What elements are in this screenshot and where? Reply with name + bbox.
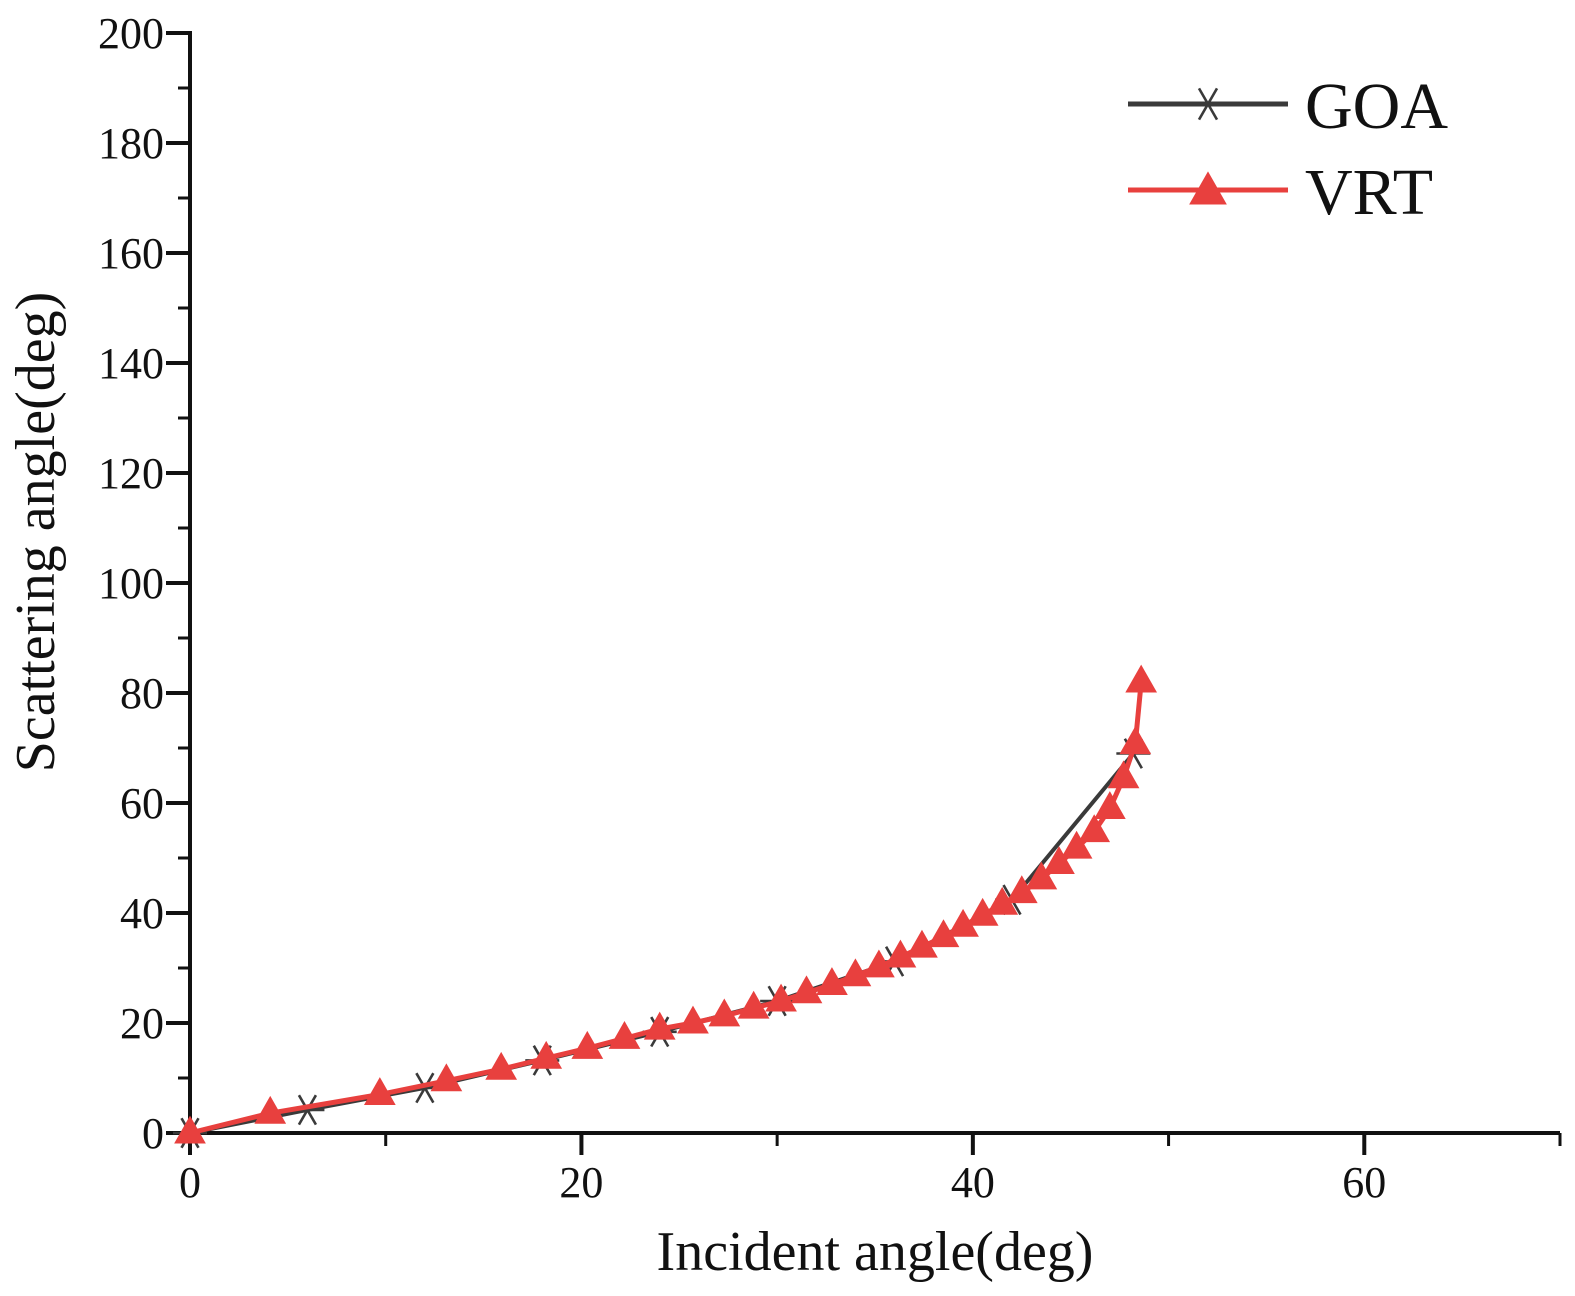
vrt-point — [737, 990, 770, 1019]
vrt-point — [1060, 830, 1093, 859]
asterisk-stroke — [1197, 87, 1219, 121]
y-tick-label: 140 — [98, 339, 164, 388]
y-tick-label: 20 — [120, 999, 164, 1048]
asterisk-stroke — [415, 1072, 435, 1104]
y-tick-label: 180 — [98, 119, 164, 168]
vrt-point — [839, 958, 872, 987]
vrt-point — [884, 939, 917, 968]
vrt-point — [174, 1115, 206, 1144]
asterisk-stroke — [297, 1094, 318, 1126]
vrt-point — [790, 975, 823, 1004]
vrt-point — [643, 1011, 676, 1040]
y-tick-label: 120 — [98, 449, 164, 498]
y-axis-title: Scattering angle(deg) — [5, 292, 67, 772]
legend-goa-label: GOA — [1305, 70, 1448, 143]
vrt-point — [363, 1077, 396, 1106]
legend: GOA VRT — [1128, 70, 1448, 229]
y-tick-label: 40 — [120, 889, 164, 938]
y-tick-label: 160 — [98, 229, 164, 278]
vrt-point — [1125, 664, 1158, 693]
y-tick-label: 80 — [120, 669, 164, 718]
vrt-point — [708, 998, 741, 1027]
vrt-point — [1005, 875, 1038, 904]
vrt-point — [765, 983, 797, 1012]
vrt-point — [1025, 861, 1058, 890]
vrt-point — [608, 1021, 641, 1049]
x-tick-label: 0 — [179, 1158, 201, 1207]
vrt-point — [571, 1030, 604, 1059]
series-layer — [173, 664, 1158, 1149]
vrt-point — [530, 1040, 563, 1069]
legend-vrt-marker — [1189, 171, 1227, 205]
x-axis-title: Incident angle(deg) — [657, 1221, 1094, 1283]
x-tick-label: 40 — [951, 1158, 995, 1207]
vrt-point — [1078, 814, 1111, 843]
vrt-point — [677, 1005, 709, 1034]
x-tick-label: 20 — [559, 1158, 603, 1207]
legend-vrt-label: VRT — [1305, 156, 1433, 229]
vrt-point — [863, 949, 895, 978]
y-tick-label: 200 — [98, 9, 164, 58]
vrt-point — [254, 1095, 287, 1124]
vrt-point — [1043, 846, 1075, 875]
vrt-point — [1093, 791, 1126, 820]
legend-goa-marker — [1190, 87, 1226, 121]
axes: 0 20 40 60 80 100 120 140 160 180 200 0 20 40 60 — [98, 9, 1562, 1207]
vrt-point — [485, 1051, 518, 1080]
vrt-point — [906, 929, 938, 958]
vrt-point — [816, 967, 848, 996]
vrt-point — [1107, 760, 1140, 789]
vrt-point — [1119, 726, 1152, 755]
y-tick-label: 60 — [120, 779, 164, 828]
x-tick-label: 60 — [1342, 1158, 1386, 1207]
y-tick-label: 100 — [98, 559, 164, 608]
vrt-point — [430, 1063, 463, 1092]
y-tick-label: 0 — [142, 1109, 164, 1158]
